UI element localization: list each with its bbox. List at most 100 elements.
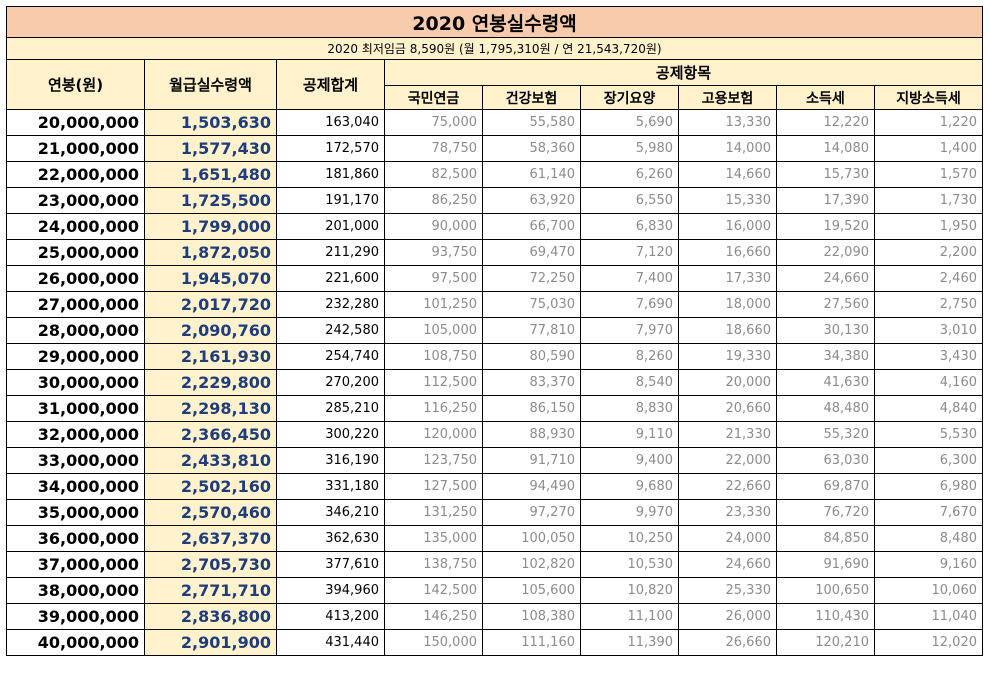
cell-deduction-item[interactable]: 2,750: [874, 291, 983, 318]
cell-deduction-total[interactable]: 331,180: [276, 473, 385, 500]
cell-deduction-item[interactable]: 108,750: [384, 343, 483, 370]
cell-deduction-item[interactable]: 1,220: [874, 109, 983, 136]
cell-deduction-item[interactable]: 101,250: [384, 291, 483, 318]
cell-deduction-item[interactable]: 26,660: [678, 629, 777, 656]
cell-deduction-item[interactable]: 21,330: [678, 421, 777, 448]
cell-salary[interactable]: 37,000,000: [6, 551, 145, 578]
cell-deduction-item[interactable]: 22,000: [678, 447, 777, 474]
cell-net-monthly[interactable]: 2,771,710: [144, 577, 277, 604]
sheet-subtitle[interactable]: 2020 최저임금 8,590원 (월 1,795,310원 / 연 21,54…: [6, 37, 983, 60]
cell-deduction-item[interactable]: 7,120: [580, 239, 679, 266]
cell-deduction-item[interactable]: 8,540: [580, 369, 679, 396]
cell-deduction-item[interactable]: 41,630: [776, 369, 875, 396]
cell-deduction-total[interactable]: 172,570: [276, 135, 385, 162]
cell-salary[interactable]: 24,000,000: [6, 213, 145, 240]
cell-deduction-item[interactable]: 86,150: [482, 395, 581, 422]
cell-deduction-item[interactable]: 55,580: [482, 109, 581, 136]
cell-net-monthly[interactable]: 2,901,900: [144, 629, 277, 656]
cell-deduction-item[interactable]: 72,250: [482, 265, 581, 292]
cell-deduction-item[interactable]: 11,390: [580, 629, 679, 656]
cell-salary[interactable]: 33,000,000: [6, 447, 145, 474]
cell-deduction-item[interactable]: 10,060: [874, 577, 983, 604]
cell-deduction-item[interactable]: 88,930: [482, 421, 581, 448]
cell-deduction-item[interactable]: 15,330: [678, 187, 777, 214]
cell-deduction-item[interactable]: 20,660: [678, 395, 777, 422]
cell-deduction-item[interactable]: 5,690: [580, 109, 679, 136]
cell-salary[interactable]: 35,000,000: [6, 499, 145, 526]
header-item[interactable]: 지방소득세: [874, 85, 983, 110]
cell-deduction-item[interactable]: 69,470: [482, 239, 581, 266]
cell-deduction-item[interactable]: 23,330: [678, 499, 777, 526]
cell-deduction-item[interactable]: 86,250: [384, 187, 483, 214]
cell-deduction-item[interactable]: 22,660: [678, 473, 777, 500]
cell-deduction-item[interactable]: 9,400: [580, 447, 679, 474]
cell-salary[interactable]: 26,000,000: [6, 265, 145, 292]
cell-net-monthly[interactable]: 2,705,730: [144, 551, 277, 578]
cell-deduction-item[interactable]: 11,100: [580, 603, 679, 630]
cell-deduction-total[interactable]: 191,170: [276, 187, 385, 214]
cell-deduction-item[interactable]: 1,400: [874, 135, 983, 162]
cell-deduction-item[interactable]: 8,830: [580, 395, 679, 422]
cell-deduction-item[interactable]: 55,320: [776, 421, 875, 448]
cell-deduction-total[interactable]: 270,200: [276, 369, 385, 396]
cell-deduction-item[interactable]: 75,030: [482, 291, 581, 318]
cell-deduction-item[interactable]: 82,500: [384, 161, 483, 188]
cell-deduction-item[interactable]: 9,110: [580, 421, 679, 448]
cell-deduction-item[interactable]: 24,000: [678, 525, 777, 552]
cell-deduction-item[interactable]: 108,380: [482, 603, 581, 630]
header-item[interactable]: 소득세: [776, 85, 875, 110]
header-salary[interactable]: 연봉(원): [6, 59, 145, 110]
cell-deduction-total[interactable]: 285,210: [276, 395, 385, 422]
cell-deduction-item[interactable]: 3,010: [874, 317, 983, 344]
cell-deduction-item[interactable]: 123,750: [384, 447, 483, 474]
cell-deduction-item[interactable]: 9,970: [580, 499, 679, 526]
cell-net-monthly[interactable]: 1,725,500: [144, 187, 277, 214]
cell-net-monthly[interactable]: 2,090,760: [144, 317, 277, 344]
cell-net-monthly[interactable]: 2,836,800: [144, 603, 277, 630]
cell-net-monthly[interactable]: 2,366,450: [144, 421, 277, 448]
cell-salary[interactable]: 20,000,000: [6, 109, 145, 136]
cell-deduction-item[interactable]: 14,080: [776, 135, 875, 162]
cell-salary[interactable]: 29,000,000: [6, 343, 145, 370]
cell-deduction-total[interactable]: 377,610: [276, 551, 385, 578]
cell-net-monthly[interactable]: 1,945,070: [144, 265, 277, 292]
cell-deduction-item[interactable]: 1,950: [874, 213, 983, 240]
cell-net-monthly[interactable]: 1,503,630: [144, 109, 277, 136]
header-deduction-total[interactable]: 공제합계: [276, 59, 385, 110]
cell-deduction-total[interactable]: 413,200: [276, 603, 385, 630]
cell-deduction-item[interactable]: 14,000: [678, 135, 777, 162]
cell-salary[interactable]: 30,000,000: [6, 369, 145, 396]
cell-net-monthly[interactable]: 2,502,160: [144, 473, 277, 500]
cell-deduction-item[interactable]: 6,980: [874, 473, 983, 500]
cell-deduction-item[interactable]: 66,700: [482, 213, 581, 240]
cell-salary[interactable]: 21,000,000: [6, 135, 145, 162]
cell-deduction-total[interactable]: 254,740: [276, 343, 385, 370]
cell-net-monthly[interactable]: 2,570,460: [144, 499, 277, 526]
cell-deduction-item[interactable]: 16,660: [678, 239, 777, 266]
cell-deduction-item[interactable]: 22,090: [776, 239, 875, 266]
cell-deduction-total[interactable]: 300,220: [276, 421, 385, 448]
cell-deduction-item[interactable]: 131,250: [384, 499, 483, 526]
cell-deduction-item[interactable]: 90,000: [384, 213, 483, 240]
cell-deduction-item[interactable]: 12,020: [874, 629, 983, 656]
cell-deduction-item[interactable]: 69,870: [776, 473, 875, 500]
cell-deduction-item[interactable]: 100,050: [482, 525, 581, 552]
cell-deduction-item[interactable]: 10,530: [580, 551, 679, 578]
cell-deduction-item[interactable]: 9,680: [580, 473, 679, 500]
cell-deduction-item[interactable]: 14,660: [678, 161, 777, 188]
cell-net-monthly[interactable]: 2,017,720: [144, 291, 277, 318]
cell-deduction-item[interactable]: 12,220: [776, 109, 875, 136]
cell-deduction-item[interactable]: 11,040: [874, 603, 983, 630]
cell-deduction-item[interactable]: 83,370: [482, 369, 581, 396]
cell-deduction-item[interactable]: 17,390: [776, 187, 875, 214]
cell-deduction-item[interactable]: 3,430: [874, 343, 983, 370]
cell-deduction-item[interactable]: 7,400: [580, 265, 679, 292]
cell-deduction-total[interactable]: 163,040: [276, 109, 385, 136]
cell-deduction-item[interactable]: 91,690: [776, 551, 875, 578]
cell-deduction-total[interactable]: 362,630: [276, 525, 385, 552]
cell-deduction-item[interactable]: 93,750: [384, 239, 483, 266]
cell-deduction-item[interactable]: 77,810: [482, 317, 581, 344]
cell-deduction-item[interactable]: 16,000: [678, 213, 777, 240]
cell-deduction-item[interactable]: 63,030: [776, 447, 875, 474]
cell-deduction-total[interactable]: 221,600: [276, 265, 385, 292]
